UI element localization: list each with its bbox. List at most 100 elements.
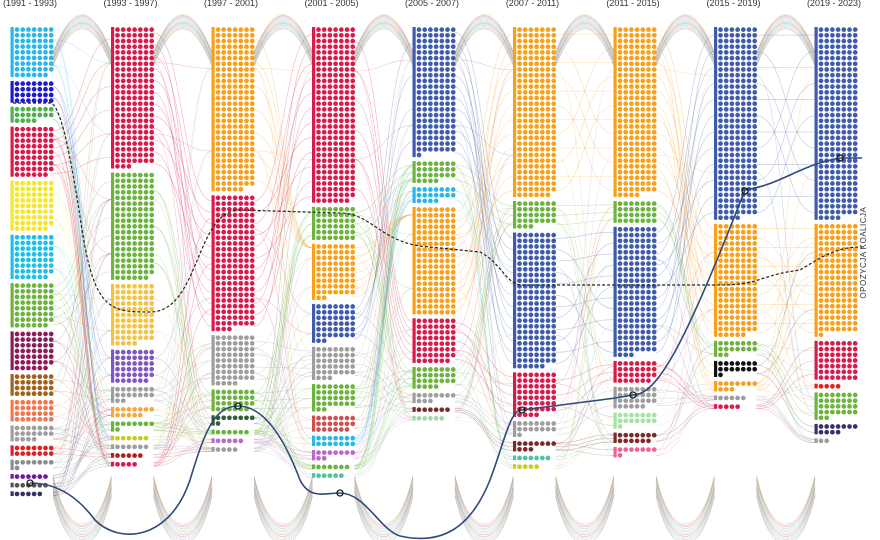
seat-dot xyxy=(338,358,344,364)
seat-dot xyxy=(545,266,551,272)
seat-dot xyxy=(316,212,321,218)
seat-dot xyxy=(439,67,445,72)
seat-dot xyxy=(350,395,356,401)
seat-dot xyxy=(841,95,847,101)
seat-dot xyxy=(539,421,545,426)
flow-line xyxy=(52,245,112,438)
seat-dot xyxy=(841,38,847,44)
seat-dot xyxy=(522,186,528,192)
seat-dot xyxy=(244,235,249,241)
seat-dot xyxy=(640,372,646,378)
seat-dot xyxy=(26,391,31,397)
seat-dot xyxy=(729,61,735,67)
flow-line xyxy=(52,139,112,200)
seat-dot xyxy=(539,201,545,206)
flow-line xyxy=(555,206,615,466)
seat-dot xyxy=(545,118,551,124)
seat-dot xyxy=(249,72,255,78)
seat-dot xyxy=(20,257,26,263)
seat-dot xyxy=(522,358,528,363)
flow-line xyxy=(153,446,213,451)
seat-dot xyxy=(48,257,54,263)
seat-dot xyxy=(517,95,522,101)
seat-dot xyxy=(232,241,238,246)
seat-dot xyxy=(232,195,238,201)
seat-dot xyxy=(818,203,824,209)
seat-dot xyxy=(439,55,445,61)
seat-dot xyxy=(634,84,640,89)
seat-dot xyxy=(439,118,445,124)
flow-line xyxy=(52,110,112,300)
seat-dot xyxy=(137,444,143,450)
seat-dot xyxy=(545,383,551,389)
seat-dot xyxy=(149,361,155,366)
flow-line xyxy=(253,196,313,259)
seat-dot xyxy=(221,309,227,315)
seat-dot xyxy=(321,415,327,421)
seat-dot xyxy=(333,72,338,78)
seat-dot xyxy=(149,84,155,89)
seat-dot xyxy=(818,72,824,78)
seat-dot xyxy=(327,261,333,266)
seat-dot xyxy=(841,146,847,152)
seat-dot xyxy=(746,292,752,298)
seat-dot xyxy=(752,258,758,263)
seat-dot xyxy=(729,366,735,372)
seat-dot xyxy=(221,89,227,95)
seat-dot xyxy=(327,27,333,32)
seat-dot xyxy=(522,206,528,212)
seat-dot xyxy=(539,129,545,135)
seat-dot xyxy=(740,346,746,352)
seat-dot xyxy=(215,124,221,129)
seat-dot xyxy=(735,258,740,263)
seat-dot xyxy=(735,152,740,158)
seat-dot xyxy=(830,203,835,209)
flow-line xyxy=(354,232,414,412)
seat-dot xyxy=(539,383,545,389)
seat-dot xyxy=(433,118,439,124)
seat-dot xyxy=(149,152,155,158)
seat-dot xyxy=(422,27,428,32)
seat-dot xyxy=(539,146,545,152)
seat-dot xyxy=(333,464,338,470)
seat-dot xyxy=(439,129,445,135)
seat-dot xyxy=(344,84,350,89)
seat-dot xyxy=(149,392,155,398)
seat-dot xyxy=(221,303,227,309)
seat-dot xyxy=(517,224,522,229)
seat-dot xyxy=(428,347,433,352)
seat-dot xyxy=(752,346,758,352)
flow-loop-top xyxy=(52,21,112,60)
seat-dot xyxy=(416,329,422,335)
seat-dot xyxy=(416,292,422,298)
seat-dot xyxy=(316,304,321,309)
seat-dot xyxy=(149,189,155,195)
seat-dot xyxy=(132,146,137,152)
seat-dot xyxy=(835,27,841,32)
seat-dot xyxy=(545,329,551,335)
seat-dot xyxy=(433,207,439,212)
seat-dot xyxy=(37,305,43,311)
seat-dot xyxy=(740,129,746,135)
flow-line xyxy=(655,373,715,426)
seat-dot xyxy=(227,415,232,421)
seat-dot xyxy=(651,44,657,50)
seat-dot xyxy=(143,323,149,329)
seat-dot xyxy=(321,244,327,249)
seat-dot xyxy=(450,112,456,118)
seat-dot xyxy=(232,341,238,346)
seat-dot xyxy=(818,61,824,67)
seat-dot xyxy=(143,189,149,195)
seat-dot xyxy=(545,72,551,78)
seat-dot xyxy=(824,164,830,169)
flow-line xyxy=(153,229,213,438)
seat-dot xyxy=(646,27,651,32)
seat-dot xyxy=(227,335,232,341)
seat-dot xyxy=(20,172,26,177)
seat-dot xyxy=(818,84,824,89)
seat-dot xyxy=(551,32,557,38)
seat-dot xyxy=(646,318,651,323)
seat-dot xyxy=(528,383,534,389)
seat-dot xyxy=(149,269,155,275)
seat-dot xyxy=(646,447,651,452)
